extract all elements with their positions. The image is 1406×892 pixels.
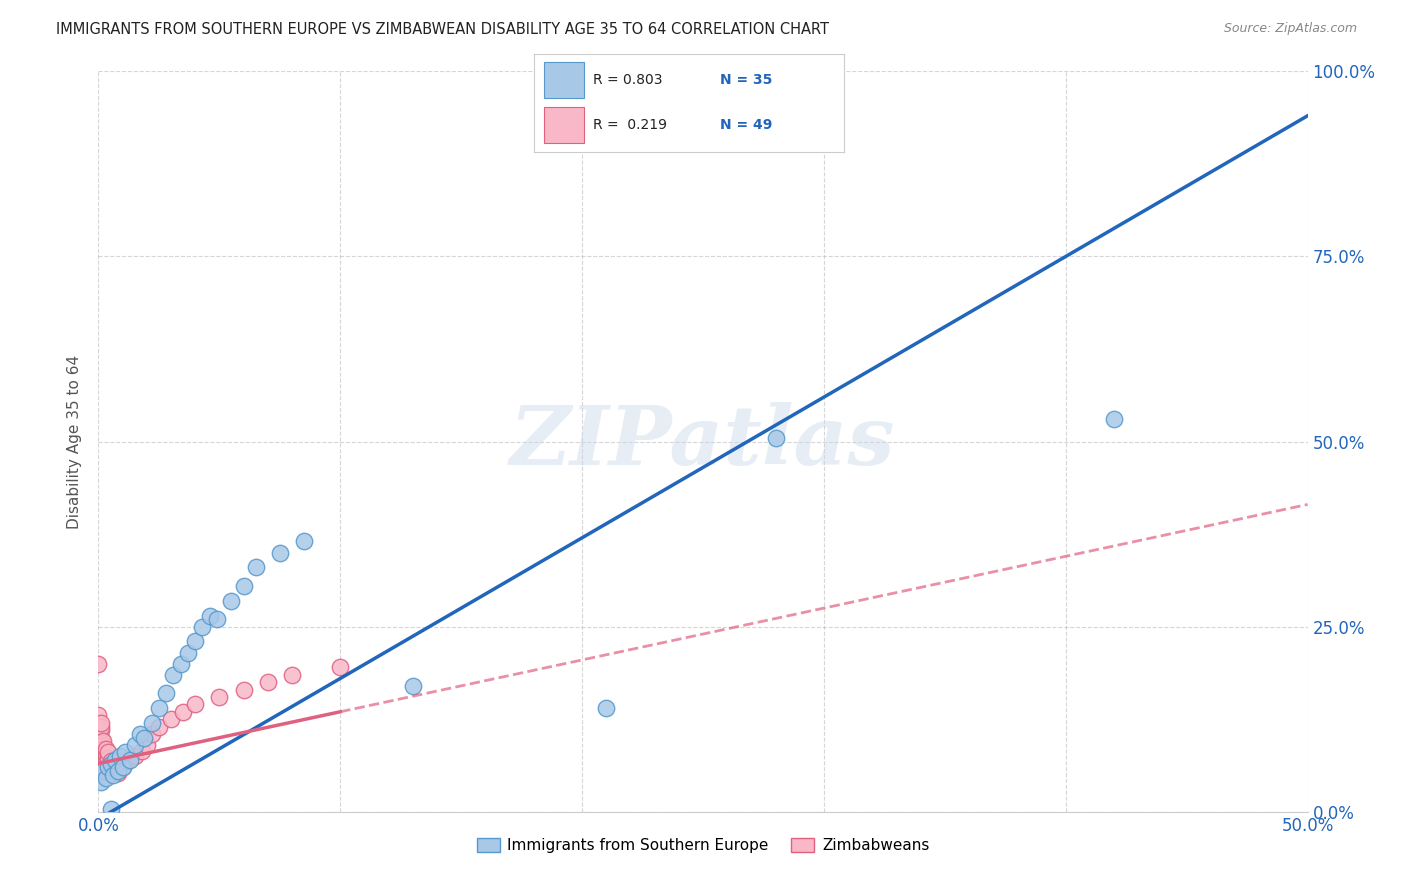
Point bbox=[329, 660, 352, 674]
Point bbox=[172, 705, 194, 719]
Point bbox=[104, 753, 127, 767]
Point bbox=[90, 720, 112, 734]
Point bbox=[208, 690, 231, 704]
Point bbox=[148, 720, 170, 734]
Point bbox=[184, 698, 207, 712]
Point bbox=[97, 756, 120, 771]
Point bbox=[111, 760, 134, 774]
Text: ZIPatlas: ZIPatlas bbox=[510, 401, 896, 482]
Text: N = 35: N = 35 bbox=[720, 73, 772, 87]
Point bbox=[402, 679, 425, 693]
Point bbox=[91, 741, 114, 756]
Point bbox=[108, 749, 131, 764]
Text: N = 49: N = 49 bbox=[720, 118, 772, 132]
Point bbox=[141, 715, 163, 730]
Point bbox=[90, 734, 112, 748]
Point bbox=[100, 803, 122, 817]
Point bbox=[101, 767, 124, 781]
Point bbox=[94, 741, 117, 756]
Point bbox=[94, 753, 117, 767]
Point bbox=[292, 534, 315, 549]
Point bbox=[205, 612, 228, 626]
Point bbox=[184, 634, 207, 648]
Point bbox=[232, 682, 254, 697]
Point bbox=[177, 646, 200, 660]
Point bbox=[94, 772, 117, 786]
Point bbox=[155, 686, 177, 700]
Point bbox=[97, 762, 120, 776]
Point bbox=[90, 715, 112, 730]
Point bbox=[162, 667, 184, 681]
Point bbox=[100, 756, 122, 771]
Point bbox=[90, 775, 112, 789]
Point bbox=[124, 749, 146, 764]
FancyBboxPatch shape bbox=[544, 108, 583, 143]
Point bbox=[107, 766, 129, 780]
Point bbox=[91, 734, 114, 748]
Point bbox=[97, 751, 120, 765]
Point bbox=[90, 738, 112, 752]
Point bbox=[765, 431, 787, 445]
Point bbox=[97, 746, 120, 760]
Point bbox=[94, 764, 117, 778]
Point bbox=[256, 675, 278, 690]
Point bbox=[97, 760, 120, 774]
Point bbox=[91, 760, 114, 774]
Point bbox=[114, 746, 136, 760]
Point bbox=[100, 755, 122, 769]
Point bbox=[245, 560, 267, 574]
Point bbox=[1102, 412, 1125, 426]
Point bbox=[91, 753, 114, 767]
Point bbox=[100, 759, 122, 773]
Text: IMMIGRANTS FROM SOUTHERN EUROPE VS ZIMBABWEAN DISABILITY AGE 35 TO 64 CORRELATIO: IMMIGRANTS FROM SOUTHERN EUROPE VS ZIMBA… bbox=[56, 22, 830, 37]
Point bbox=[104, 764, 127, 778]
Point bbox=[104, 760, 127, 774]
Text: R = 0.803: R = 0.803 bbox=[593, 73, 662, 87]
Point bbox=[148, 701, 170, 715]
Point bbox=[107, 764, 129, 778]
Point bbox=[100, 764, 122, 778]
Point bbox=[118, 753, 141, 767]
Legend: Immigrants from Southern Europe, Zimbabweans: Immigrants from Southern Europe, Zimbabw… bbox=[471, 832, 935, 860]
Point bbox=[94, 747, 117, 761]
Point bbox=[232, 579, 254, 593]
Point bbox=[134, 731, 156, 745]
Point bbox=[191, 619, 214, 633]
Point bbox=[269, 546, 291, 560]
Point bbox=[160, 712, 183, 726]
Point bbox=[87, 762, 110, 776]
Point bbox=[169, 657, 191, 671]
Point bbox=[107, 764, 129, 778]
FancyBboxPatch shape bbox=[544, 62, 583, 98]
Point bbox=[91, 749, 114, 764]
Point bbox=[124, 738, 146, 752]
Point bbox=[131, 744, 153, 758]
Point bbox=[87, 708, 110, 723]
Point bbox=[281, 667, 304, 681]
Point bbox=[91, 764, 114, 778]
Point bbox=[90, 731, 112, 745]
Point bbox=[117, 755, 139, 769]
Point bbox=[94, 756, 117, 771]
Point bbox=[87, 657, 110, 671]
Text: R =  0.219: R = 0.219 bbox=[593, 118, 666, 132]
Point bbox=[101, 758, 124, 772]
Point bbox=[141, 727, 163, 741]
Point bbox=[90, 723, 112, 738]
Point bbox=[221, 593, 243, 607]
Point bbox=[135, 738, 157, 752]
Point bbox=[101, 762, 124, 776]
Text: Source: ZipAtlas.com: Source: ZipAtlas.com bbox=[1223, 22, 1357, 36]
Point bbox=[595, 701, 617, 715]
Point bbox=[91, 746, 114, 760]
Point bbox=[111, 760, 134, 774]
Y-axis label: Disability Age 35 to 64: Disability Age 35 to 64 bbox=[67, 354, 83, 529]
Point bbox=[198, 608, 221, 623]
Point bbox=[90, 746, 112, 760]
Point bbox=[128, 727, 150, 741]
